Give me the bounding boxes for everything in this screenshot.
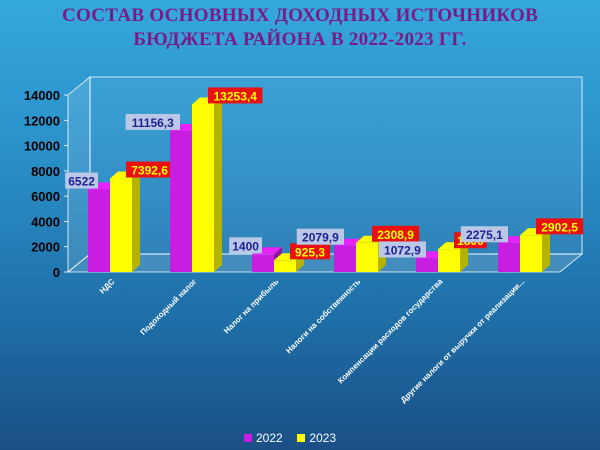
bar-s1-c4	[438, 249, 460, 272]
data-label-box-s1-c3	[372, 225, 420, 242]
data-label-s0-c5: 2275,1	[466, 228, 503, 242]
y-tick-label-6: 12000	[24, 113, 60, 128]
x-tick-label-1: Подоходный налог	[139, 277, 199, 337]
legend-swatch-2023	[297, 433, 306, 442]
data-label-box-s1-c2	[290, 243, 330, 260]
y-tick-label-5: 10000	[24, 139, 60, 154]
bar-s1-c3	[356, 242, 378, 272]
y-tick-label-1: 2000	[31, 240, 60, 255]
data-label-s1-c3: 2308,9	[377, 228, 414, 242]
bar-s0-c2	[252, 254, 274, 272]
chart-title-line1: СОСТАВ ОСНОВНЫХ ДОХОДНЫХ ИСТОЧНИКОВ	[61, 5, 539, 26]
data-label-s1-c0: 7392,6	[131, 164, 168, 178]
data-label-s0-c3: 2079,9	[302, 231, 339, 245]
bar-s1-c0	[110, 178, 132, 272]
data-label-s1-c5: 2902,5	[541, 220, 578, 234]
y-tick-label-2: 4000	[31, 214, 60, 229]
legend-label-2023: 2023	[309, 430, 337, 445]
data-label-s0-c0: 6522	[68, 175, 95, 189]
data-label-box-s0-c5	[460, 226, 508, 243]
bar-s1-c5	[520, 235, 542, 272]
data-label-box-s0-c4	[378, 241, 426, 258]
bar-s0-c4	[416, 258, 438, 272]
bar-side-s1-c4	[460, 242, 468, 272]
y-tick-label-7: 14000	[24, 88, 60, 103]
data-label-box-s0-c3	[296, 228, 344, 245]
data-label-box-s1-c5	[536, 218, 584, 235]
legend-swatch-2022	[244, 433, 252, 442]
data-label-box-s1-c0	[126, 161, 174, 178]
x-tick-label-0: НДС	[98, 277, 117, 296]
bar-side-s1-c5	[542, 228, 550, 272]
y-tick-label-3: 6000	[31, 189, 60, 204]
y-tick-label-4: 8000	[31, 164, 60, 179]
data-label-s0-c1: 11156,3	[132, 116, 174, 130]
x-tick-label-3: Налоги на собственность	[284, 277, 362, 355]
y-tick-label-0: 0	[53, 265, 60, 280]
chart-title: СОСТАВ ОСНОВНЫХ ДОХОДНЫХ ИСТОЧНИКОВ БЮДЖ…	[0, 4, 600, 52]
data-label-box-s1-c1	[208, 87, 263, 104]
data-label-s1-c1: 13253,4	[214, 89, 258, 103]
legend-label-2022: 2022	[256, 430, 283, 445]
data-label-box-s0-c1	[125, 113, 180, 130]
data-label-box-s0-c0	[65, 172, 98, 189]
x-tick-label-2: Налог на прибыль	[222, 277, 280, 335]
bar-s0-c0	[88, 189, 110, 272]
data-label-s1-c2: 925,3	[295, 245, 325, 259]
bar-s0-c5	[498, 243, 520, 272]
bar-s1-c2	[274, 260, 296, 272]
data-label-s0-c4: 1072,9	[384, 243, 421, 257]
bar-side-s1-c0	[132, 171, 140, 272]
chart-title-line2: БЮДЖЕТА РАЙОНА В 2022-2023 ГГ.	[133, 29, 467, 50]
legend: 2022 2023	[244, 430, 336, 445]
bar-s1-c1	[192, 104, 214, 273]
data-label-s0-c2: 1400	[232, 239, 259, 253]
bar-s0-c3	[334, 245, 356, 272]
bar-s0-c1	[170, 130, 192, 272]
data-label-box-s0-c2	[229, 237, 262, 254]
bar-side-s1-c1	[214, 97, 222, 273]
